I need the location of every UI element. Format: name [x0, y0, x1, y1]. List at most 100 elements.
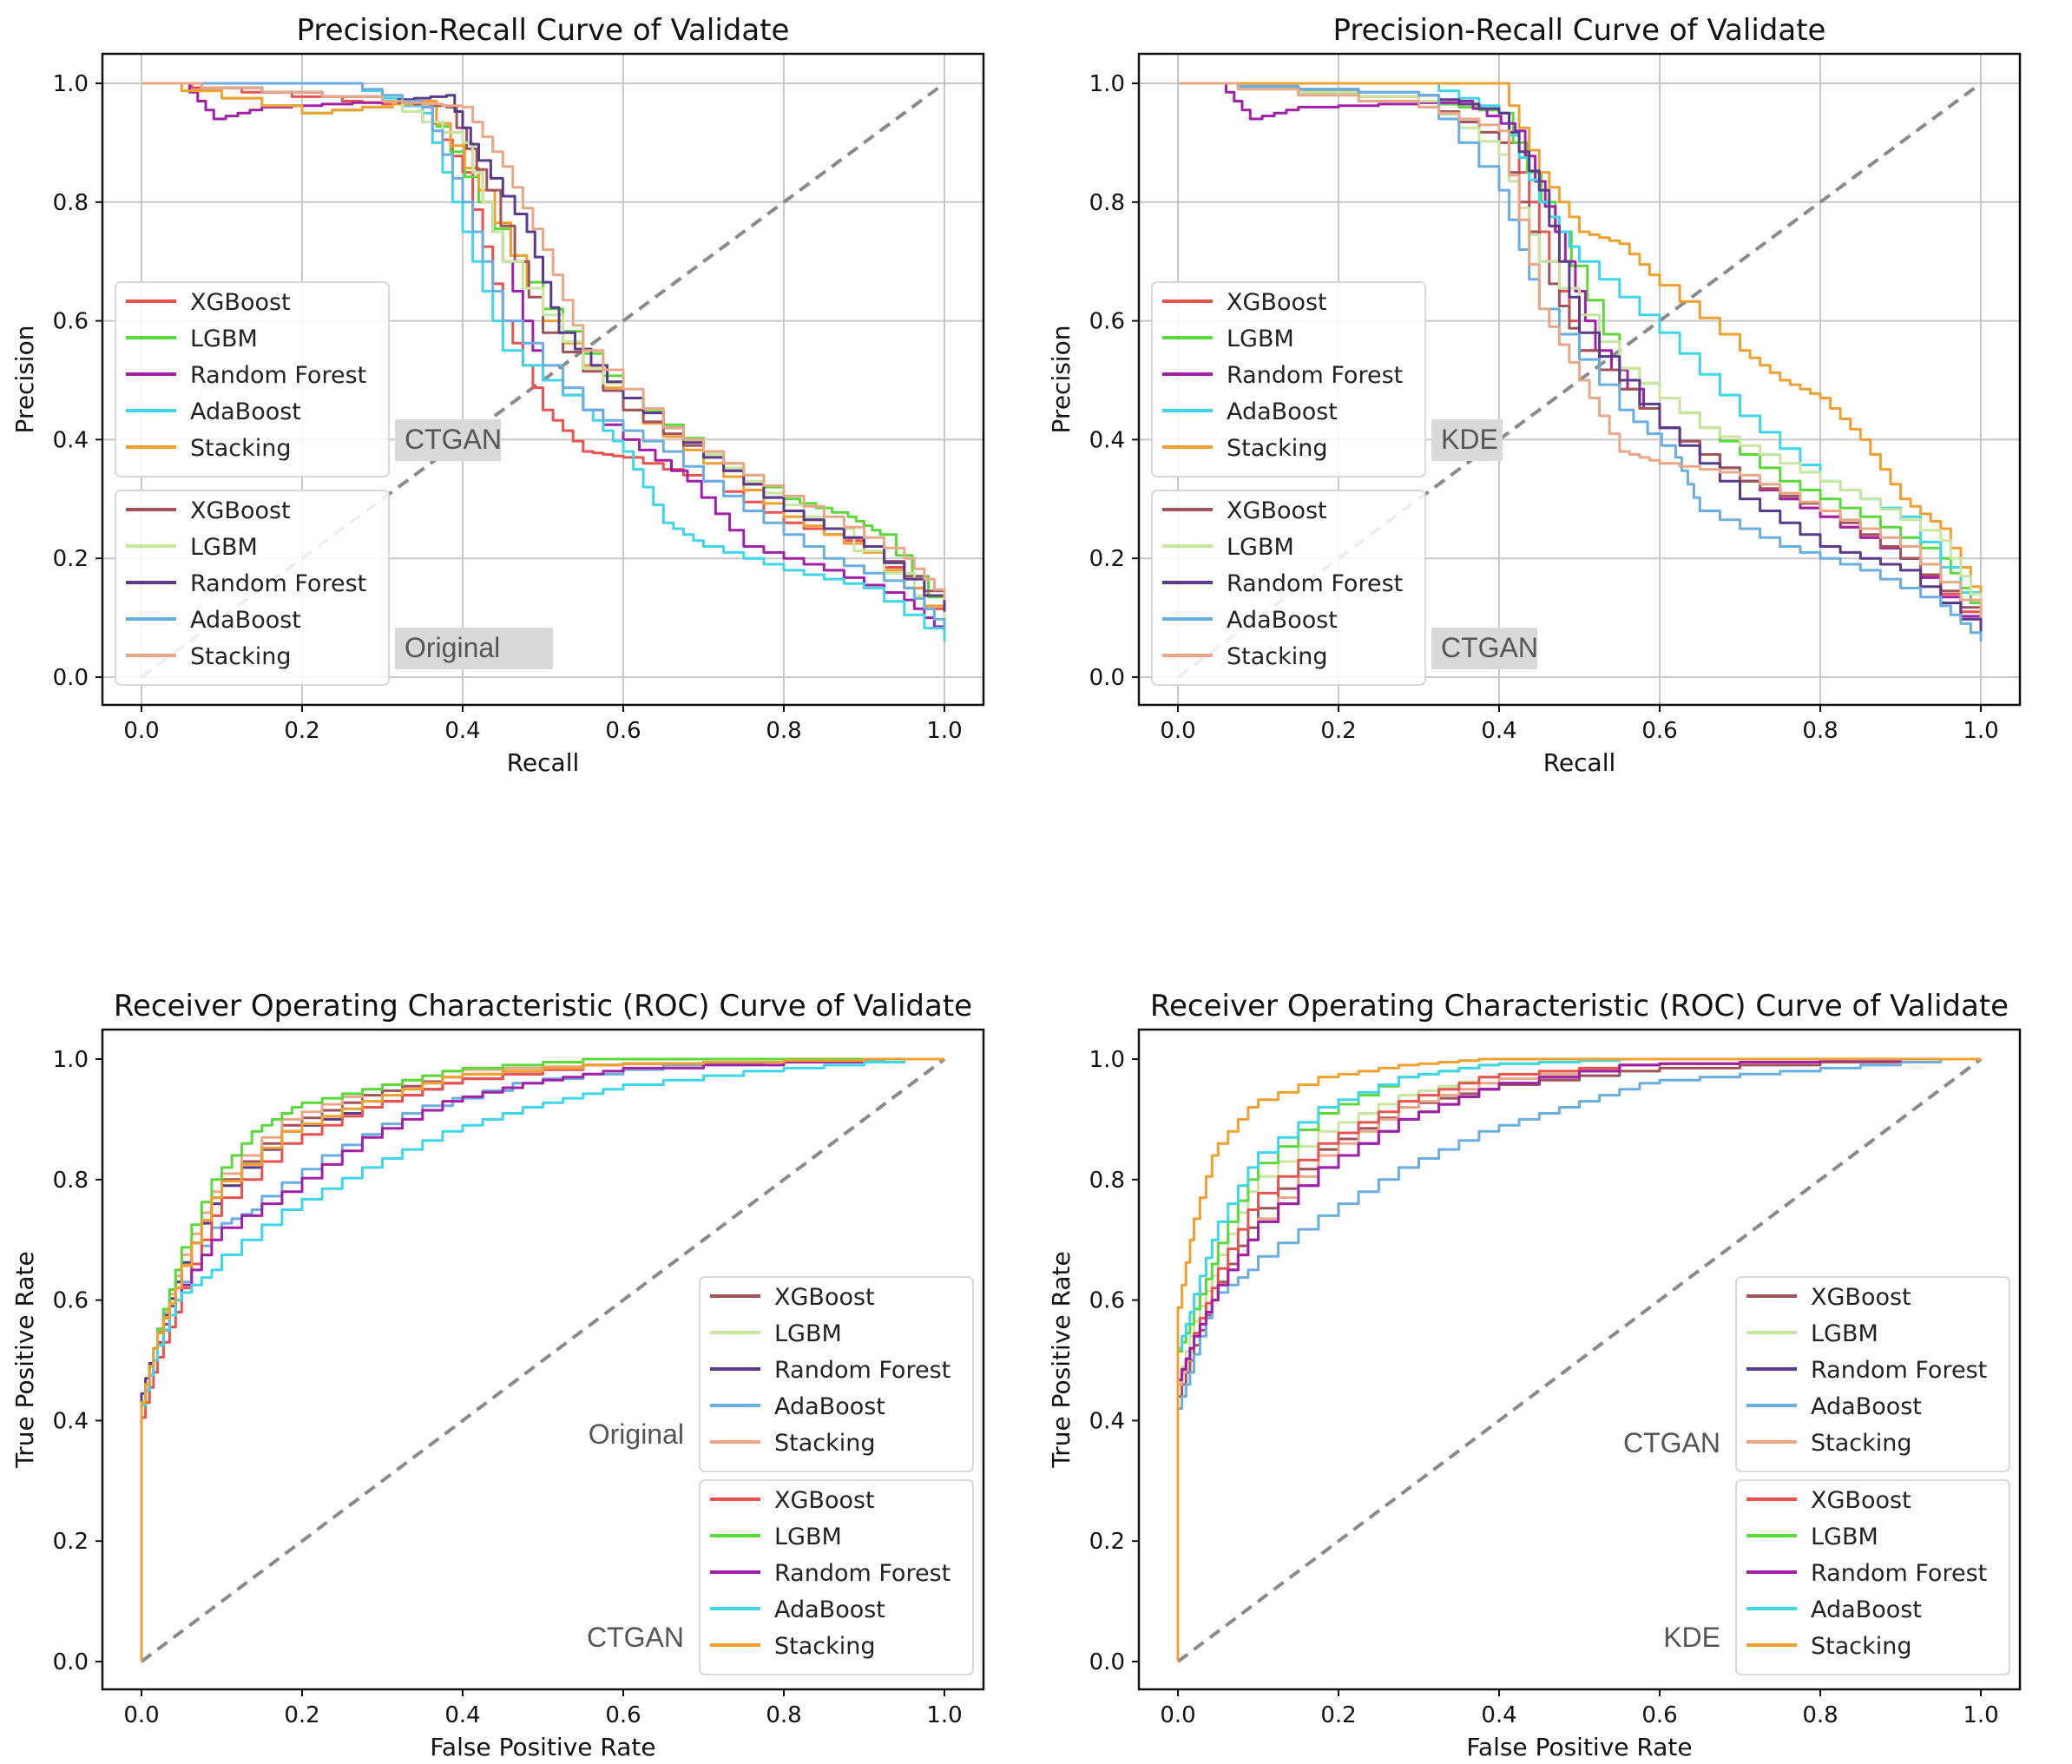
y-tick-label: 1.0 [53, 71, 89, 97]
x-tick-label: 0.8 [766, 718, 801, 744]
x-axis-label: False Positive Rate [430, 1733, 655, 1761]
x-tick-label: 0.8 [1802, 1702, 1838, 1728]
legend-box [115, 490, 390, 686]
method-tag-box [1431, 628, 1537, 669]
x-tick-label: 0.6 [1641, 1702, 1677, 1728]
x-tick-label: 0.2 [284, 718, 319, 744]
x-tick-label: 1.0 [926, 718, 962, 744]
x-tick-label: 1.0 [1963, 1702, 1998, 1728]
x-tick-label: 0.6 [605, 1702, 641, 1728]
y-tick-label: 0.4 [53, 427, 89, 453]
legend-label: Stacking [190, 435, 292, 462]
legend-label: LGBM [190, 326, 258, 352]
legend-label: LGBM [1811, 1524, 1878, 1550]
method-tag-label: CTGAN [1441, 632, 1538, 663]
series-line [140, 1057, 944, 1662]
legend-label: LGBM [774, 1524, 842, 1550]
series-line [1178, 82, 1983, 636]
legend-label: Random Forest [190, 362, 366, 389]
y-tick-label: 1.0 [1089, 1047, 1125, 1073]
legend-label: AdaBoost [1227, 398, 1338, 425]
diagonal-reference-line [140, 1057, 946, 1663]
method-tag-box [395, 628, 553, 669]
chart-title: Precision-Recall Curve of Validate [297, 13, 790, 48]
legend-label: AdaBoost [774, 1393, 885, 1420]
legend-label: Stacking [190, 643, 292, 670]
y-tick-label: 0.2 [1089, 1529, 1125, 1555]
legend-label: Stacking [774, 1430, 876, 1457]
method-tag-box [1431, 419, 1503, 461]
x-tick-label: 0.2 [1320, 718, 1356, 744]
diagonal-reference-line [1176, 1057, 1983, 1663]
series-line [141, 82, 946, 601]
legend-label: XGBoost [1811, 1487, 1911, 1514]
x-tick-label: 1.0 [926, 1702, 962, 1728]
legend-label: AdaBoost [1811, 1393, 1922, 1420]
y-tick-label: 0.6 [53, 1288, 89, 1314]
y-tick-label: 0.8 [1089, 1168, 1125, 1194]
x-tick-label: 0.6 [605, 718, 641, 744]
series-line [141, 82, 946, 612]
legend-label: LGBM [190, 534, 258, 561]
y-tick-label: 0.0 [53, 1649, 89, 1675]
legend-label: XGBoost [190, 289, 291, 316]
legend-label: AdaBoost [774, 1596, 885, 1623]
series-line [1176, 1057, 1981, 1662]
legend-box [699, 1276, 974, 1472]
legend-label: AdaBoost [1227, 607, 1338, 634]
legend-label: Stacking [774, 1633, 876, 1660]
y-tick-label: 0.6 [1089, 309, 1125, 335]
series-line [141, 82, 946, 630]
y-tick-label: 0.8 [53, 1168, 89, 1194]
x-tick-label: 0.0 [1160, 1702, 1195, 1728]
x-tick-label: 0.0 [123, 1702, 159, 1728]
legend-label: XGBoost [774, 1284, 875, 1311]
legend-label: XGBoost [1227, 497, 1327, 524]
y-tick-label: 0.2 [1089, 546, 1125, 572]
series-line [141, 82, 946, 618]
chart-svg: Precision-Recall Curve of Validate 0.0 0.2… [10, 13, 985, 777]
pr-chart-right: Precision-Recall Curve of Validate 0.0 0.2… [1036, 0, 2072, 882]
chart-title: Receiver Operating Characteristic (ROC) … [114, 989, 972, 1024]
y-tick-label: 0.0 [1089, 665, 1125, 691]
legend-label: AdaBoost [1811, 1596, 1922, 1623]
legend-label: Random Forest [1227, 570, 1403, 597]
chart-title: Precision-Recall Curve of Validate [1333, 13, 1826, 48]
y-tick-label: 1.0 [53, 1047, 89, 1073]
legend-box [1151, 490, 1426, 686]
y-tick-label: 0.8 [1089, 190, 1125, 216]
roc-chart-right: Receiver Operating Characteristic (ROC) … [1036, 882, 2072, 1764]
method-tag-box [395, 419, 501, 461]
x-axis-label: False Positive Rate [1466, 1733, 1692, 1761]
x-tick-label: 0.8 [1802, 718, 1838, 744]
method-tag-label: KDE [1663, 1622, 1720, 1653]
y-axis-label: True Positive Rate [10, 1251, 39, 1468]
y-tick-label: 1.0 [1089, 71, 1125, 97]
legend-box [1735, 1276, 2010, 1472]
plot-frame [101, 52, 985, 707]
plot-frame [101, 1028, 985, 1691]
chart-title: Receiver Operating Characteristic (ROC) … [1150, 989, 2009, 1024]
x-tick-label: 0.0 [1160, 718, 1195, 744]
method-tag-label: Original [405, 632, 500, 663]
y-tick-label: 0.2 [53, 1529, 89, 1555]
legend-label: Random Forest [190, 570, 366, 597]
chart-svg: Receiver Operating Characteristic (ROC) … [1047, 989, 2022, 1761]
y-tick-label: 0.4 [53, 1408, 89, 1434]
series-line [141, 82, 946, 642]
legend-label: XGBoost [774, 1487, 875, 1514]
roc-chart-left: Receiver Operating Characteristic (ROC) … [0, 882, 1036, 1764]
legend-label: LGBM [1227, 534, 1294, 561]
x-axis-label: Recall [1543, 748, 1616, 777]
y-axis-label: Precision [10, 326, 39, 434]
legend-label: Random Forest [774, 1357, 950, 1384]
y-tick-label: 0.6 [1089, 1288, 1125, 1314]
x-tick-label: 0.4 [444, 718, 480, 744]
y-tick-label: 0.0 [1089, 1649, 1125, 1675]
chart-svg: Receiver Operating Characteristic (ROC) … [10, 989, 985, 1761]
legend-label: Stacking [1227, 643, 1328, 670]
chart-svg: Precision-Recall Curve of Validate 0.0 0.2… [1047, 13, 2022, 777]
legend-label: XGBoost [1811, 1284, 1911, 1311]
legend-label: Random Forest [1811, 1560, 1987, 1587]
plot-frame [1137, 52, 2022, 707]
